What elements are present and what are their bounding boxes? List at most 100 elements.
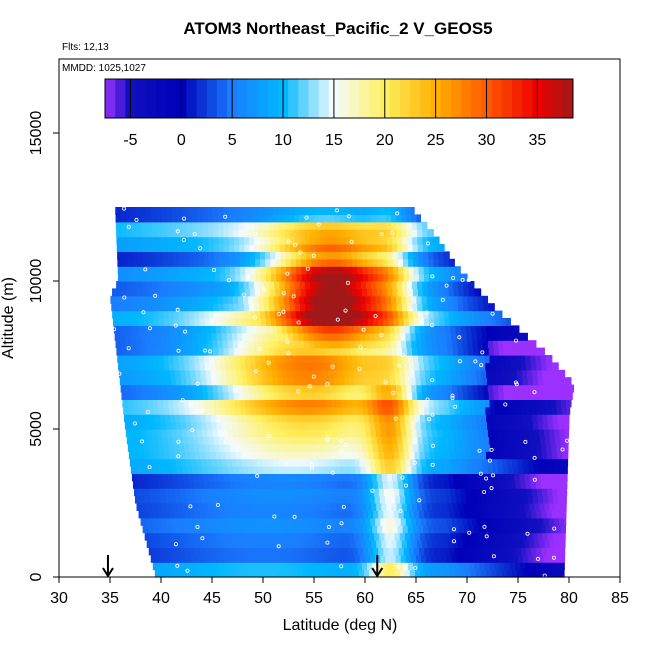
heatmap-cell (552, 369, 559, 378)
heatmap-cell (372, 562, 378, 571)
heatmap-cell (132, 443, 139, 452)
heatmap-cell (472, 466, 479, 474)
heatmap-cell (427, 392, 434, 400)
heatmap-cell (411, 295, 418, 304)
heatmap-cell (345, 295, 351, 304)
heatmap-cell (316, 480, 323, 489)
sample-point (276, 544, 281, 549)
heatmap-cell (252, 207, 259, 215)
heatmap-cell (350, 540, 357, 548)
heatmap-cell (528, 554, 534, 563)
heatmap-cell (531, 362, 537, 371)
sample-point (241, 292, 246, 297)
heatmap-cell (515, 355, 521, 363)
heatmap-cell (420, 458, 427, 467)
heatmap-cell (423, 399, 429, 408)
heatmap-cell (253, 540, 260, 548)
heatmap-cell (516, 532, 523, 541)
heatmap-cell (370, 554, 376, 563)
heatmap-cell (390, 207, 397, 215)
heatmap-cell (370, 429, 377, 437)
heatmap-cell (561, 510, 567, 519)
heatmap-cell (408, 547, 415, 556)
heatmap-cell (275, 525, 281, 534)
heatmap-cell (471, 421, 478, 430)
heatmap-cell (203, 525, 210, 534)
heatmap-cell (411, 214, 418, 223)
heatmap-cell (187, 466, 193, 474)
heatmap-cell (380, 554, 386, 563)
heatmap-cell (344, 554, 351, 563)
heatmap-cell (158, 258, 164, 267)
heatmap-cell (225, 362, 231, 371)
heatmap-cell (457, 340, 463, 349)
heatmap-cell (419, 510, 425, 519)
heatmap-cell (392, 288, 399, 297)
heatmap-cell (194, 406, 201, 415)
heatmap-cell (392, 436, 398, 445)
heatmap-cell (220, 406, 226, 415)
heatmap-cell (299, 347, 306, 356)
heatmap-cell (451, 458, 457, 467)
heatmap-cell (210, 414, 217, 423)
heatmap-cell (197, 229, 204, 238)
heatmap-cell (431, 295, 438, 304)
heatmap-cell (537, 414, 543, 423)
heatmap-cell (387, 525, 394, 534)
heatmap-cell (240, 318, 247, 326)
heatmap-cell (128, 451, 135, 460)
heatmap-cell (184, 510, 191, 519)
heatmap-cell (180, 369, 186, 378)
heatmap-cell (187, 347, 194, 356)
heatmap-cell (367, 399, 373, 408)
heatmap-cell (449, 510, 456, 519)
heatmap-cell (239, 288, 246, 297)
heatmap-cell (146, 384, 152, 393)
heatmap-cell (173, 288, 179, 297)
heatmap-cell (231, 332, 238, 341)
heatmap-cell (178, 355, 185, 363)
heatmap-cell (407, 436, 414, 445)
heatmap-cell (129, 421, 136, 430)
heatmap-cell (558, 421, 565, 430)
sample-point (200, 536, 205, 541)
heatmap-cell (491, 495, 498, 504)
heatmap-cell (238, 540, 245, 548)
heatmap-cell (261, 325, 268, 334)
heatmap-cell (324, 429, 331, 437)
heatmap-cell (334, 466, 341, 474)
heatmap-cell (247, 495, 253, 504)
heatmap-cell (297, 532, 304, 541)
heatmap-cell (238, 236, 245, 245)
heatmap-cell (440, 532, 447, 541)
heatmap-cell (303, 207, 310, 215)
colorbar-segment (389, 79, 401, 118)
heatmap-cell (279, 281, 286, 289)
heatmap-cell (193, 258, 200, 267)
heatmap-cell (331, 480, 338, 489)
heatmap-cell (471, 332, 478, 341)
heatmap-cell (280, 310, 287, 319)
heatmap-cell (487, 466, 494, 474)
heatmap-cell (279, 473, 286, 482)
heatmap-cell (230, 318, 236, 326)
heatmap-cell (258, 384, 265, 393)
heatmap-cell (305, 562, 312, 571)
heatmap-cell (287, 414, 293, 423)
heatmap-cell (474, 399, 480, 408)
heatmap-cell (377, 525, 383, 534)
heatmap-cell (334, 295, 341, 304)
heatmap-cell (360, 214, 367, 223)
heatmap-cell (475, 406, 481, 415)
heatmap-cell (383, 362, 389, 371)
heatmap-cell (284, 281, 291, 289)
heatmap-cell (408, 362, 415, 371)
heatmap-cell (467, 466, 474, 474)
heatmap-cell (273, 214, 280, 223)
heatmap-cell (498, 347, 505, 356)
heatmap-cell (331, 288, 338, 297)
heatmap-cell (295, 355, 302, 363)
heatmap-cell (386, 436, 393, 445)
heatmap-cell (510, 547, 517, 556)
heatmap-cell (134, 458, 141, 467)
